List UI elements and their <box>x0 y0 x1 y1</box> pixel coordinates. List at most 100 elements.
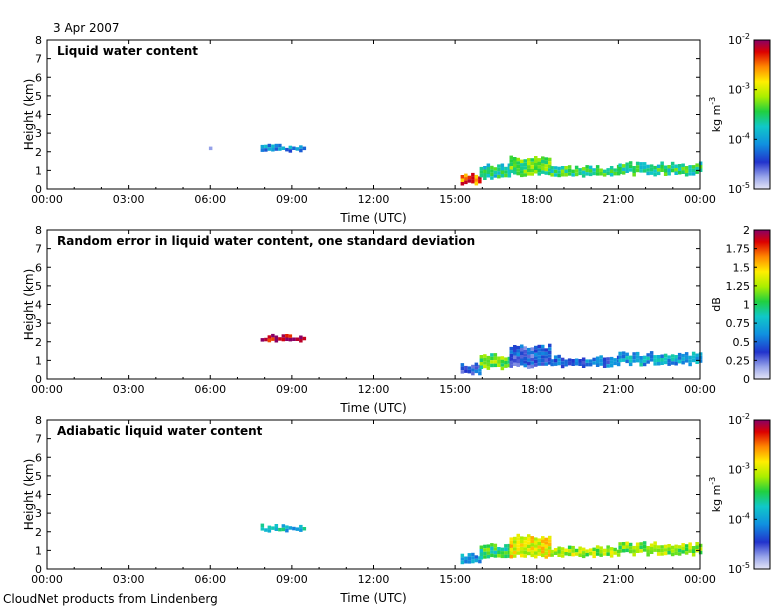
data-cell <box>560 173 565 177</box>
y-tick-label: 4 <box>35 489 42 502</box>
data-cell <box>478 559 482 564</box>
data-cell <box>656 168 661 172</box>
data-cell <box>534 551 538 555</box>
data-cell <box>513 355 517 359</box>
data-cell <box>656 164 661 169</box>
data-cell <box>592 168 596 172</box>
data-cell <box>464 556 468 560</box>
data-cell <box>541 536 545 540</box>
colorbar-tick-label: 0 <box>743 373 750 386</box>
data-cell <box>667 362 671 366</box>
data-cell <box>530 539 534 544</box>
data-cell <box>618 167 622 171</box>
y-tick-label: 6 <box>35 261 42 274</box>
data-cell <box>530 361 534 365</box>
data-cell <box>660 354 664 358</box>
data-cell <box>621 354 626 359</box>
data-cell <box>695 166 699 171</box>
data-cell <box>513 536 517 541</box>
data-cell <box>646 164 650 169</box>
data-cell <box>285 525 289 529</box>
data-cell <box>507 360 512 364</box>
data-cell <box>660 165 664 169</box>
x-axis-label: Time (UTC) <box>339 401 406 415</box>
data-cell <box>486 547 491 552</box>
data-cell <box>649 164 654 168</box>
data-cell <box>530 543 534 547</box>
cloud-feature-5 <box>550 545 621 559</box>
data-cell <box>537 348 541 352</box>
data-cell <box>548 157 552 162</box>
data-cell <box>557 173 561 178</box>
data-cell <box>621 171 626 175</box>
data-cell <box>560 166 565 170</box>
data-cell <box>681 550 685 554</box>
data-cell <box>660 168 664 172</box>
data-cell <box>520 355 524 359</box>
data-cell <box>530 165 534 169</box>
data-cell <box>618 358 622 363</box>
data-cell <box>504 357 508 361</box>
data-cell <box>544 351 548 356</box>
data-cell <box>688 549 692 553</box>
data-cell <box>548 164 552 169</box>
y-tick-label: 5 <box>35 470 42 483</box>
data-cell <box>571 552 575 557</box>
data-cell <box>609 169 614 173</box>
data-cell <box>574 358 579 362</box>
data-cell <box>660 548 664 553</box>
data-cell <box>509 155 513 160</box>
data-cell <box>471 368 475 372</box>
data-cell <box>649 358 654 362</box>
data-cell <box>646 553 650 557</box>
data-cell <box>520 351 524 355</box>
data-cell <box>656 362 661 366</box>
data-cell <box>537 358 541 363</box>
data-cell <box>504 547 508 552</box>
data-cell <box>500 551 505 555</box>
data-cell <box>497 360 501 364</box>
data-cell <box>698 168 703 172</box>
data-cell <box>567 172 572 176</box>
data-cell <box>479 549 484 553</box>
data-cell <box>670 361 675 365</box>
data-cell <box>621 545 626 549</box>
data-cell <box>474 366 479 370</box>
data-cell <box>628 542 633 547</box>
data-cell <box>516 533 520 538</box>
x-tick-label: 06:00 <box>194 193 226 206</box>
data-cell <box>681 167 685 171</box>
data-cell <box>490 360 494 364</box>
data-cell <box>574 165 579 170</box>
data-cell <box>490 550 494 554</box>
data-cell <box>544 160 548 165</box>
data-cell <box>691 168 696 173</box>
data-cell <box>500 174 505 178</box>
data-cell <box>688 172 692 176</box>
data-cell <box>560 169 565 173</box>
y-tick-label: 0 <box>35 373 42 386</box>
data-cell <box>609 363 614 368</box>
data-cell <box>509 166 513 170</box>
data-cell <box>486 551 491 555</box>
data-cell <box>602 361 607 365</box>
data-cell <box>530 357 534 362</box>
data-cell <box>504 170 508 174</box>
data-cell <box>639 549 643 553</box>
data-cell <box>507 170 512 174</box>
data-cell <box>534 363 538 367</box>
data-cell <box>695 357 699 361</box>
data-cell <box>578 362 582 366</box>
data-cell <box>616 362 621 367</box>
data-cell <box>553 169 558 174</box>
data-cell <box>674 548 678 552</box>
data-cell <box>285 334 289 338</box>
data-cell <box>578 553 582 557</box>
data-cell <box>500 366 505 371</box>
data-cell <box>595 360 600 364</box>
data-cell <box>688 355 692 360</box>
data-cell <box>677 552 682 556</box>
cloud-feature-0 <box>208 146 213 151</box>
data-cell <box>564 166 568 170</box>
data-cell <box>483 357 487 362</box>
